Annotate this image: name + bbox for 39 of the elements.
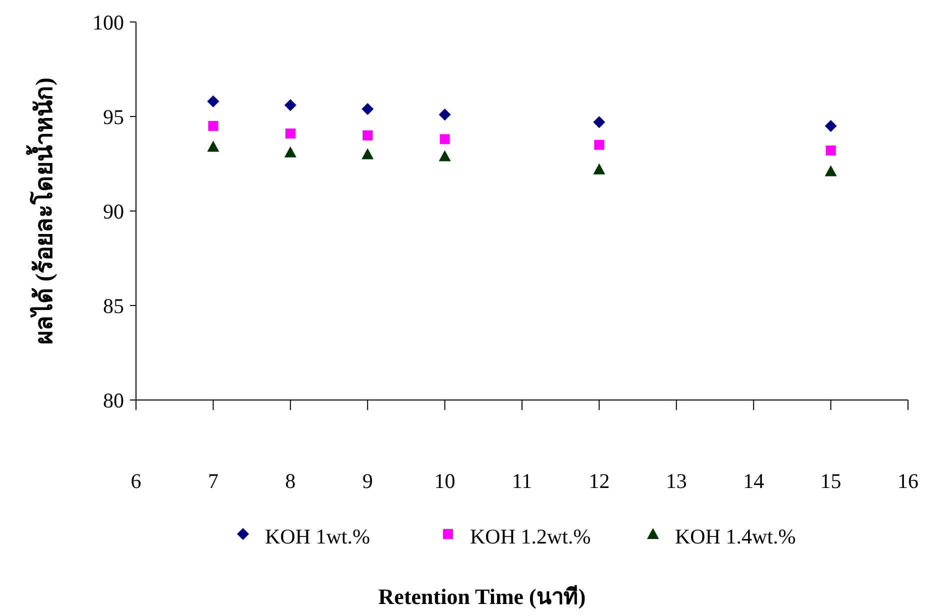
point	[824, 165, 837, 176]
point	[362, 102, 374, 115]
y-tick-label: 85	[103, 294, 124, 318]
point	[438, 150, 451, 162]
x-tick-label: 11	[512, 469, 532, 493]
y-tick-label: 100	[92, 10, 124, 34]
point	[594, 140, 604, 150]
point	[207, 95, 220, 108]
y-tick-label: 90	[103, 199, 124, 224]
point	[824, 120, 837, 132]
x-axis-title: Retention Time (นาที)	[378, 584, 586, 609]
point	[362, 148, 374, 160]
x-tick-label: 10	[434, 469, 456, 493]
point	[362, 130, 373, 140]
point	[285, 128, 296, 139]
x-tick-label: 6	[130, 469, 142, 493]
x-tick-label: 8	[285, 469, 296, 493]
x-tick-label: 12	[588, 469, 610, 493]
legend-label: KOH 1wt.%	[265, 524, 370, 548]
legend-label: KOH 1.4wt.%	[675, 524, 796, 548]
x-tick-label: 13	[666, 469, 687, 493]
x-tick-label: 7	[208, 469, 218, 493]
point	[207, 140, 220, 152]
legend-label: KOH 1.2wt.%	[470, 524, 591, 548]
x-tick-label: 16	[898, 469, 918, 493]
y-axis-title: ผลได้ (ร้อยละโดยน้ำหนัก)	[25, 78, 58, 344]
y-tick-label: 95	[103, 104, 124, 129]
y-tick-label: 80	[103, 388, 124, 412]
point	[593, 163, 606, 174]
x-tick-label: 15	[820, 469, 842, 493]
point	[208, 120, 218, 131]
point	[284, 146, 296, 158]
point	[826, 146, 836, 156]
point	[440, 134, 450, 144]
x-tick-label: 14	[743, 469, 765, 493]
point	[593, 116, 606, 128]
point	[438, 108, 451, 121]
x-tick-label: 9	[362, 469, 373, 493]
point	[284, 99, 296, 112]
